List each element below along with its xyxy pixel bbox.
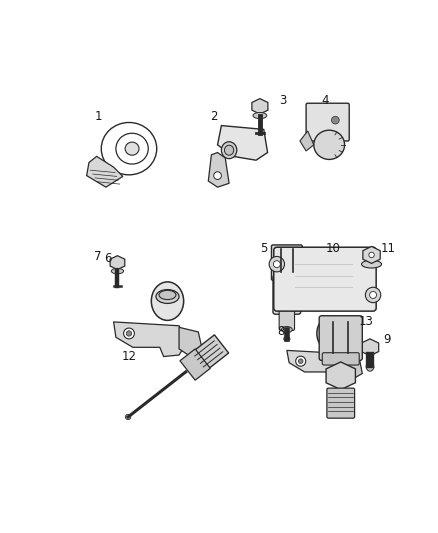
- Ellipse shape: [314, 130, 345, 159]
- Ellipse shape: [224, 145, 234, 155]
- FancyBboxPatch shape: [322, 353, 359, 365]
- Ellipse shape: [253, 112, 267, 119]
- Polygon shape: [179, 327, 202, 355]
- Text: 9: 9: [383, 333, 391, 346]
- Polygon shape: [361, 339, 379, 356]
- Ellipse shape: [298, 359, 303, 364]
- FancyBboxPatch shape: [272, 245, 302, 280]
- Polygon shape: [113, 322, 187, 357]
- Ellipse shape: [296, 356, 306, 366]
- FancyBboxPatch shape: [327, 388, 355, 418]
- Text: 8: 8: [277, 326, 284, 338]
- Ellipse shape: [361, 260, 381, 268]
- Text: 4: 4: [321, 94, 329, 108]
- Ellipse shape: [370, 292, 377, 298]
- Polygon shape: [208, 152, 229, 187]
- Ellipse shape: [366, 362, 374, 371]
- Ellipse shape: [126, 331, 132, 336]
- Ellipse shape: [321, 324, 342, 336]
- Polygon shape: [110, 256, 125, 270]
- Ellipse shape: [214, 172, 221, 180]
- Ellipse shape: [365, 287, 381, 303]
- Ellipse shape: [324, 324, 339, 332]
- Ellipse shape: [275, 285, 299, 294]
- Polygon shape: [363, 246, 380, 263]
- Ellipse shape: [269, 256, 285, 272]
- Ellipse shape: [125, 414, 131, 419]
- Text: 11: 11: [381, 243, 396, 255]
- Ellipse shape: [284, 336, 290, 341]
- Text: 1: 1: [95, 110, 102, 123]
- Ellipse shape: [125, 142, 139, 155]
- Polygon shape: [252, 99, 268, 114]
- Ellipse shape: [369, 252, 374, 257]
- Ellipse shape: [124, 328, 134, 339]
- Text: 7: 7: [95, 250, 102, 263]
- Text: 2: 2: [210, 110, 217, 123]
- Polygon shape: [343, 355, 362, 379]
- Polygon shape: [300, 131, 314, 151]
- FancyBboxPatch shape: [273, 275, 301, 314]
- FancyBboxPatch shape: [279, 310, 294, 330]
- FancyBboxPatch shape: [274, 247, 376, 311]
- Text: 10: 10: [325, 243, 340, 255]
- Ellipse shape: [111, 269, 124, 274]
- Ellipse shape: [156, 289, 179, 303]
- Polygon shape: [189, 335, 229, 373]
- Circle shape: [332, 116, 339, 124]
- FancyBboxPatch shape: [306, 103, 349, 141]
- Text: 13: 13: [359, 316, 374, 328]
- Polygon shape: [287, 350, 349, 381]
- Polygon shape: [87, 156, 123, 187]
- FancyBboxPatch shape: [319, 316, 362, 360]
- Ellipse shape: [273, 261, 280, 268]
- Text: 5: 5: [260, 243, 268, 255]
- Text: 12: 12: [121, 350, 137, 363]
- Text: 6: 6: [104, 252, 112, 264]
- Text: 3: 3: [279, 94, 287, 108]
- Polygon shape: [180, 349, 210, 380]
- Ellipse shape: [282, 327, 292, 333]
- Ellipse shape: [221, 142, 237, 159]
- Polygon shape: [326, 362, 355, 390]
- Ellipse shape: [151, 282, 184, 320]
- Polygon shape: [218, 126, 268, 160]
- Ellipse shape: [317, 316, 346, 351]
- Ellipse shape: [159, 290, 176, 300]
